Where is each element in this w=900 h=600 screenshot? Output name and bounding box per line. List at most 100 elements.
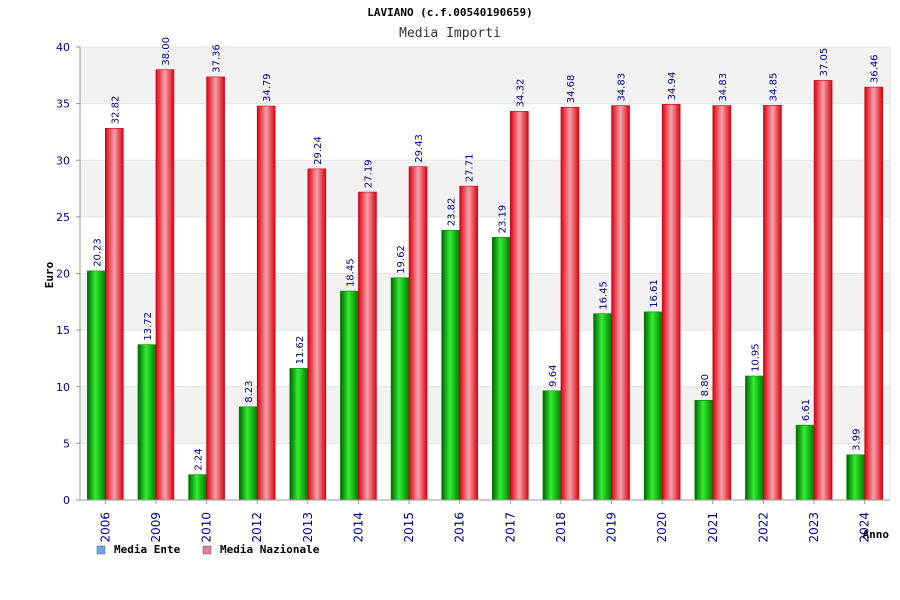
y-axis-label: Euro xyxy=(43,261,56,288)
data-label: 19.62 xyxy=(396,245,407,274)
data-label: 34.32 xyxy=(515,79,526,108)
y-tick-label: 15 xyxy=(56,324,70,337)
data-label: 16.61 xyxy=(649,279,660,308)
x-tick-label: 2014 xyxy=(351,512,365,543)
data-label: 20.23 xyxy=(92,238,103,267)
chart-subtitle: Media Importi xyxy=(399,26,501,41)
bars-group xyxy=(87,69,883,501)
x-tick-label: 2012 xyxy=(250,512,264,543)
bar-media-ente xyxy=(643,311,663,501)
x-tick-label: 2015 xyxy=(402,512,416,543)
data-label: 3.99 xyxy=(852,429,863,451)
y-tick-label: 30 xyxy=(56,154,70,167)
legend-swatch-media-ente xyxy=(96,545,106,555)
x-tick-label: 2017 xyxy=(503,512,517,543)
bar-media-ente xyxy=(694,400,714,501)
x-tick-label: 2010 xyxy=(200,512,214,543)
data-label: 6.61 xyxy=(801,399,812,421)
data-label: 34.68 xyxy=(566,75,577,104)
x-tick-label: 2021 xyxy=(706,512,720,543)
bar-media-ente xyxy=(542,390,562,501)
x-tick-label: 2020 xyxy=(655,512,669,543)
data-label: 8.80 xyxy=(700,374,711,396)
data-label: 13.72 xyxy=(143,312,154,341)
bar-media-nazionale xyxy=(611,105,630,501)
x-tick-label: 2016 xyxy=(453,512,467,543)
data-label: 23.19 xyxy=(497,205,508,234)
bar-media-ente xyxy=(390,277,410,501)
bar-media-nazionale xyxy=(813,80,833,501)
y-tick-label: 25 xyxy=(56,211,70,224)
bar-media-ente xyxy=(289,368,309,501)
bar-media-ente xyxy=(441,229,460,501)
bar-media-nazionale xyxy=(408,166,428,501)
x-tick-label: 2009 xyxy=(149,512,163,543)
x-tick-label: 2013 xyxy=(301,512,315,543)
data-label: 9.64 xyxy=(548,365,559,387)
data-label: 34.83 xyxy=(617,73,628,102)
data-label: 27.19 xyxy=(363,159,374,188)
y-tick-label: 5 xyxy=(63,437,70,450)
data-label: 8.23 xyxy=(244,381,255,403)
data-label: 29.24 xyxy=(313,136,324,165)
bar-media-nazionale xyxy=(712,105,732,501)
y-tick-label: 35 xyxy=(56,98,70,111)
bar-media-nazionale xyxy=(661,104,681,501)
bar-media-ente xyxy=(846,454,865,501)
data-label: 11.62 xyxy=(295,336,306,365)
bar-media-ente xyxy=(188,474,207,501)
x-tick-label: 2024 xyxy=(858,512,872,543)
bar-media-ente xyxy=(492,237,511,501)
bar-media-ente xyxy=(795,424,815,501)
legend-swatch-media-nazionale xyxy=(202,545,212,555)
data-label: 34.85 xyxy=(768,73,779,102)
bar-media-nazionale xyxy=(307,168,327,501)
bar-media-nazionale xyxy=(105,128,124,501)
data-label: 36.46 xyxy=(870,54,881,83)
data-label: 37.05 xyxy=(819,48,830,77)
y-tick-label: 10 xyxy=(56,381,70,394)
x-tick-label: 2019 xyxy=(605,512,619,543)
data-label: 38.00 xyxy=(161,37,172,66)
data-label: 2.24 xyxy=(194,448,205,470)
data-labels-group: 20.23 32.82 13.72 38.00 2.24 37.36 8.23 34.79 11… xyxy=(92,37,880,471)
bar-media-nazionale xyxy=(510,111,529,501)
bar-media-ente xyxy=(593,313,612,501)
bar-media-nazionale xyxy=(560,106,580,501)
data-label: 18.45 xyxy=(345,258,356,287)
data-label: 34.79 xyxy=(262,73,273,102)
legend-label-media-nazionale: Media Nazionale xyxy=(220,543,320,556)
bar-media-nazionale xyxy=(256,105,276,501)
data-label: 27.71 xyxy=(465,154,476,183)
bar-media-nazionale xyxy=(864,86,883,501)
data-label: 32.82 xyxy=(110,96,121,125)
bar-media-nazionale xyxy=(358,191,377,501)
x-tick-label: 2022 xyxy=(756,512,770,543)
data-label: 34.94 xyxy=(667,72,678,101)
x-tick-label: 2018 xyxy=(554,512,568,543)
chart-title: LAVIANO (c.f.00540190659) xyxy=(367,6,533,19)
data-label: 29.43 xyxy=(414,134,425,163)
x-tick-label: 2006 xyxy=(98,512,112,543)
bar-media-nazionale xyxy=(763,105,782,501)
y-tick-label: 20 xyxy=(56,268,70,281)
bar-media-ente xyxy=(238,406,258,501)
data-label: 23.82 xyxy=(447,198,458,227)
y-tick-label: 0 xyxy=(63,494,70,507)
bar-media-nazionale xyxy=(155,69,175,501)
bar-media-ente xyxy=(340,290,359,501)
data-label: 16.45 xyxy=(599,281,610,310)
bar-media-nazionale xyxy=(459,185,478,501)
legend-label-media-ente: Media Ente xyxy=(114,543,181,556)
bar-media-ente xyxy=(745,375,764,501)
bar-media-nazionale xyxy=(206,76,225,501)
y-tick-label: 40 xyxy=(56,41,70,54)
data-label: 37.36 xyxy=(212,44,223,73)
data-label: 10.95 xyxy=(750,343,761,372)
bar-media-ente xyxy=(137,344,157,501)
x-ticks-group: 2006 2009 2010 2012 2013 2014 2015 2016 2017 2018… xyxy=(98,500,872,543)
data-label: 34.83 xyxy=(718,73,729,102)
x-axis-label: Anno xyxy=(863,528,890,541)
bar-media-ente xyxy=(87,270,106,501)
